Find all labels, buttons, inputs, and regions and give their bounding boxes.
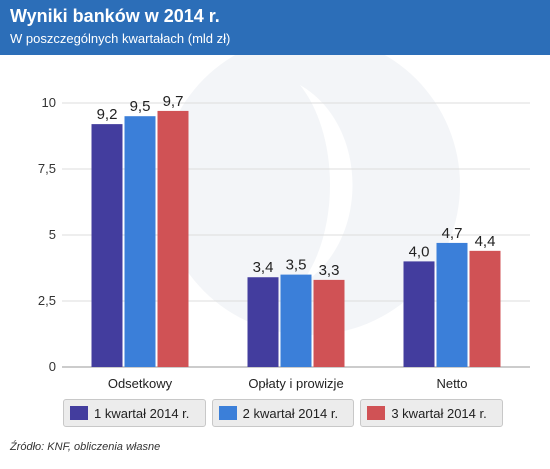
bar (469, 250, 501, 367)
x-tick-label: Netto (436, 376, 467, 391)
legend-label: 2 kwartał 2014 r. (242, 405, 339, 421)
y-tick-label: 7,5 (38, 161, 56, 176)
legend-label: 1 kwartał 2014 r. (94, 405, 190, 421)
data-label: 3,3 (319, 262, 340, 279)
data-label: 9,2 (97, 106, 118, 123)
bar (436, 242, 468, 367)
chart-header: Wyniki banków w 2014 r. W poszczególnych… (0, 0, 550, 55)
x-tick-label: Odsetkowy (108, 376, 173, 391)
bar (403, 261, 435, 367)
legend-item: 3 kwartał 2014 r. (360, 399, 504, 427)
source-note: Źródło: KNF, obliczenia własne (10, 441, 161, 453)
data-label: 4,0 (409, 243, 430, 260)
data-label: 4,7 (442, 225, 463, 242)
legend-swatch (218, 406, 237, 420)
bar (91, 124, 123, 368)
data-labels: 9,2 9,5 9,7 3,4 3,5 3,3 4,0 4,7 4,4 (97, 93, 496, 279)
bar (124, 116, 156, 367)
bar-chart: 0 2,5 5 7,5 10 9,2 9,5 9,7 3,4 3,5 3,3 4,0 4,7 4,4 O… (38, 55, 530, 391)
chart-bars (91, 110, 501, 368)
bar (280, 274, 312, 367)
y-tick-label: 5 (49, 227, 56, 242)
x-tick-label: Opłaty i prowizje (248, 376, 343, 391)
chart-legend: 1 kwartał 2014 r. 2 kwartał 2014 r. 3 kwar… (63, 399, 504, 427)
bar (157, 110, 189, 368)
data-label: 4,4 (475, 233, 496, 250)
watermark-circle (160, 55, 460, 335)
y-tick-label: 2,5 (38, 293, 56, 308)
data-label: 3,5 (286, 257, 307, 274)
y-tick-label: 0 (49, 359, 56, 374)
legend-item: 1 kwartał 2014 r. (63, 399, 206, 427)
x-axis-ticks: Odsetkowy Opłaty i prowizje Netto (108, 376, 468, 391)
chart-title: Wyniki banków w 2014 r. (10, 6, 220, 26)
legend-item: 2 kwartał 2014 r. (211, 399, 355, 427)
legend-swatch (70, 406, 88, 420)
bar (313, 279, 345, 367)
bar (247, 277, 279, 367)
y-tick-label: 10 (42, 95, 56, 110)
chart-subtitle: W poszczególnych kwartałach (mld zł) (10, 31, 231, 46)
data-label: 9,7 (163, 93, 184, 110)
legend-swatch (367, 406, 386, 420)
data-label: 3,4 (253, 259, 274, 276)
legend-label: 3 kwartał 2014 r. (391, 405, 487, 421)
data-label: 9,5 (130, 98, 151, 115)
y-axis-ticks: 0 2,5 5 7,5 10 (38, 95, 56, 374)
